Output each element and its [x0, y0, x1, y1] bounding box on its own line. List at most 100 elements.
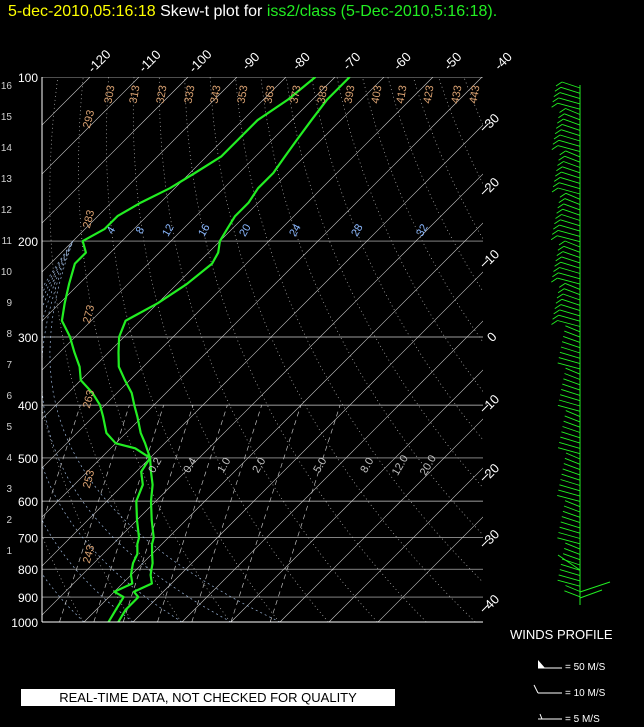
wind-barb	[562, 123, 581, 131]
wind-barb-flag	[559, 108, 566, 113]
wind-barb	[564, 155, 581, 163]
wind-barb	[559, 92, 581, 100]
mixing-ratio-label: 12.0	[390, 453, 411, 478]
wind-barb	[558, 399, 581, 407]
height-km-label: 12	[1, 205, 13, 216]
title-plot-label: Skew-t plot for	[160, 3, 263, 20]
wind-barb	[558, 314, 581, 322]
wind-barb	[560, 521, 581, 529]
mixing-ratio-label: 20.0	[418, 453, 439, 478]
top-temperature-label: -50	[441, 49, 465, 73]
wind-barb-flag	[557, 288, 565, 294]
wind-barb	[559, 441, 581, 449]
wind-barb	[561, 298, 581, 306]
wind-barb	[556, 235, 581, 243]
wind-barb	[558, 357, 581, 365]
wind-barb-flag	[552, 182, 560, 188]
isotherm-line	[42, 124, 483, 567]
wind-barb	[563, 378, 581, 386]
wind-legend-50: = 50 M/S	[565, 662, 606, 673]
wind-barb-flag	[554, 304, 562, 309]
isotherm-line	[42, 77, 238, 273]
dry-adiabat-label: 243	[81, 544, 97, 565]
top-temperature-label: -40	[491, 49, 515, 73]
wind-legend-barb-5-tick	[539, 713, 543, 720]
pressure-label: 400	[18, 399, 38, 413]
dry-adiabat-label: 303	[103, 84, 118, 104]
wind-barb-flag	[552, 272, 559, 278]
wind-barb-flag	[554, 261, 561, 267]
isotherm-line	[132, 271, 483, 622]
wind-barb	[562, 510, 581, 518]
mixing-ratio-line	[157, 405, 228, 622]
wind-barb-flag	[555, 214, 562, 219]
dry-adiabat-label: 263	[81, 389, 97, 410]
wind-barb-flag	[555, 171, 562, 177]
wind-barb	[563, 161, 581, 168]
top-temperature-label: -110	[135, 47, 163, 75]
dry-adiabat-label: 423	[422, 84, 437, 104]
wind-barb	[579, 581, 611, 593]
dry-adiabat	[412, 77, 483, 240]
isotherm-line	[42, 77, 287, 322]
wind-barb	[558, 272, 581, 280]
dry-adiabat-label: 273	[81, 304, 97, 325]
isotherm-line	[42, 173, 483, 616]
dry-adiabat-label: 253	[81, 469, 97, 490]
moist-adiabat	[42, 240, 183, 622]
wind-barb	[563, 203, 581, 211]
height-km-label: 4	[6, 453, 12, 464]
wind-barb	[561, 516, 581, 524]
wind-barb-flag	[556, 208, 563, 214]
wind-barb	[561, 431, 581, 439]
wind-barb	[561, 256, 581, 264]
mixing-ratio-label: 0.4	[181, 456, 199, 475]
wind-barb	[564, 415, 581, 423]
wind-barbs	[533, 81, 611, 720]
wind-barb	[560, 219, 581, 227]
wind-barb-flag	[556, 251, 564, 256]
wind-barb-flag	[551, 145, 559, 150]
wind-barb-flag	[556, 166, 563, 172]
wind-barb	[560, 436, 581, 444]
wind-barb	[559, 309, 581, 317]
wind-barb	[563, 288, 581, 296]
right-temperature-tick	[481, 123, 489, 131]
isotherm-line	[181, 320, 483, 622]
isotherm-line	[230, 369, 483, 622]
wind-barb	[559, 526, 581, 534]
sounding-profiles	[60, 77, 351, 622]
wind-barb	[565, 325, 581, 333]
mixing-ratio-line	[230, 405, 302, 622]
dry-adiabat	[158, 77, 378, 622]
wind-barb	[565, 367, 581, 375]
height-km-label: 3	[6, 484, 12, 495]
isotherm-line	[42, 77, 140, 175]
wind-barb-flag	[557, 161, 564, 166]
isotherm-line	[42, 77, 336, 371]
wind-barb-flag	[553, 309, 560, 315]
wind-barb	[557, 494, 581, 502]
wind-barb	[558, 182, 581, 190]
wind-barb	[557, 277, 581, 285]
wind-barb-flag	[555, 124, 563, 129]
wind-barb-flag	[558, 283, 566, 288]
chart-axes: 1002003004005006007008009001000161514131…	[1, 47, 515, 630]
title-source: iss2/class (5-Dec-2010,5:16:18).	[266, 3, 498, 20]
wind-legend-5: = 5 M/S	[565, 714, 600, 725]
mixing-ratio-label: 16	[196, 222, 213, 239]
wind-barb	[557, 320, 581, 327]
wind-barb-flag	[551, 187, 559, 193]
wind-barb-flag	[551, 230, 559, 235]
quality-note: REAL-TIME DATA, NOT CHECKED FOR QUALITY	[21, 689, 395, 706]
top-temperature-label: -80	[289, 49, 313, 73]
wind-barb	[562, 426, 581, 433]
wind-barb	[563, 420, 581, 428]
wind-barb-flag	[557, 118, 564, 124]
wind-barb	[561, 214, 581, 221]
height-km-label: 13	[1, 174, 13, 185]
wind-barb	[563, 335, 581, 343]
wind-legend-barb-50-flag	[538, 660, 545, 668]
isotherm-line	[279, 418, 483, 622]
